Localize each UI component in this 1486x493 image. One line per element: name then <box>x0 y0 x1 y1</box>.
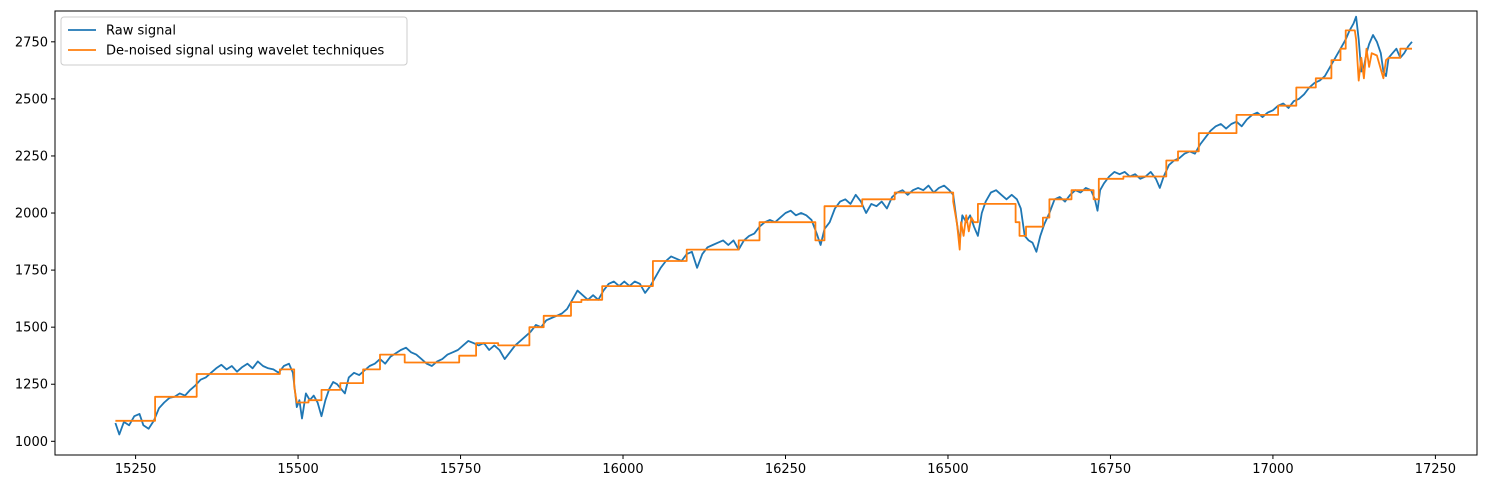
x-axis: 15250 15500 15750 16000 16250 16500 16750 17000… <box>115 455 1456 477</box>
x-tick-label: 15250 <box>115 462 156 477</box>
y-axis: 1000 1250 1500 1750 2000 2250 2500 2750 <box>15 35 55 450</box>
y-tick-label: 2250 <box>15 149 48 164</box>
series-layer <box>114 15 1413 436</box>
x-tick-label: 16750 <box>1090 462 1131 477</box>
x-tick-label: 15500 <box>277 462 318 477</box>
y-tick-label: 1000 <box>15 435 48 450</box>
x-tick-label: 17250 <box>1415 462 1456 477</box>
y-tick-label: 2000 <box>15 207 48 222</box>
y-tick-label: 1750 <box>15 264 48 279</box>
x-tick-label: 16000 <box>602 462 643 477</box>
x-tick-label: 16500 <box>927 462 968 477</box>
y-tick-label: 2500 <box>15 92 48 107</box>
y-tick-label: 1250 <box>15 378 48 393</box>
x-tick-label: 17000 <box>1252 462 1293 477</box>
axes-frame <box>54 10 1478 456</box>
legend-label-1: Raw signal <box>106 24 176 39</box>
legend: Raw signal De-noised signal using wavelet… <box>60 16 408 66</box>
series-line-2 <box>115 29 1412 422</box>
x-tick-label: 15750 <box>440 462 481 477</box>
x-tick-label: 16250 <box>765 462 806 477</box>
legend-box <box>60 16 408 66</box>
y-tick-label: 1500 <box>15 321 48 336</box>
y-tick-label: 2750 <box>15 35 48 50</box>
legend-label-2: De-noised signal using wavelet technique… <box>106 44 384 59</box>
